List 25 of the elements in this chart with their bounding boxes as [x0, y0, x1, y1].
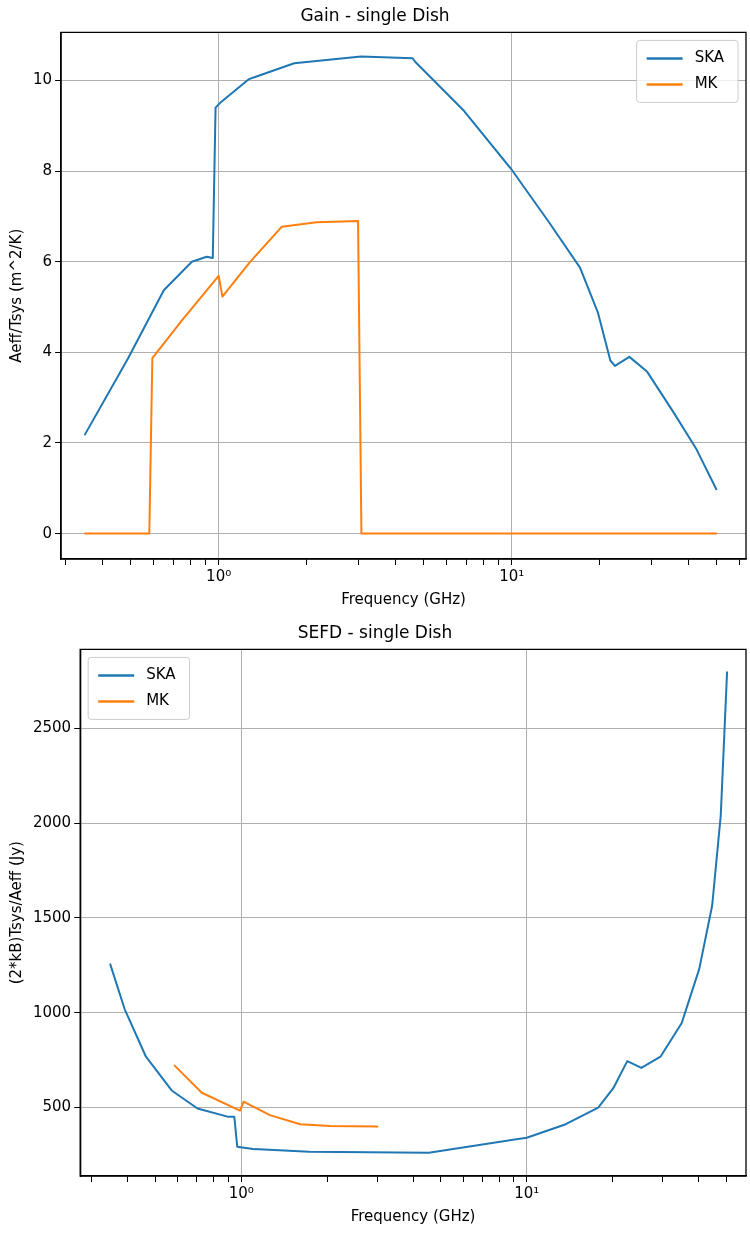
- x-tick-label: 10⁰: [228, 1183, 254, 1202]
- x-axis-title: Frequency (GHz): [350, 1206, 476, 1225]
- legend-label: SKA: [694, 48, 725, 67]
- legend-label: MK: [694, 74, 719, 93]
- chart-title: Gain - single Dish: [300, 4, 450, 25]
- x-axis-title: Frequency (GHz): [341, 589, 466, 608]
- y-tick-label: 2: [42, 432, 53, 451]
- y-tick-label: 2000: [32, 812, 72, 831]
- x-tick-label: 10⁰: [206, 566, 232, 585]
- y-axis-title: (2*kB)Tsys/Aeff (Jy): [6, 841, 25, 985]
- legend-label: SKA: [146, 665, 177, 684]
- y-tick-label: 6: [42, 251, 53, 270]
- y-tick-label: 2500: [32, 718, 72, 737]
- y-tick-label: 1000: [32, 1002, 72, 1021]
- y-tick-label: 10: [32, 70, 53, 89]
- y-axis-title: Aeff/Tsys (m^2/K): [6, 228, 25, 363]
- y-tick-label: 0: [42, 523, 53, 542]
- x-tick-label: 10¹: [499, 566, 525, 585]
- chart-title: SEFD - single Dish: [297, 621, 453, 642]
- x-tick-label: 10¹: [514, 1183, 540, 1202]
- y-tick-label: 8: [42, 160, 53, 179]
- y-tick-label: 4: [42, 342, 53, 361]
- legend-label: MK: [146, 691, 171, 710]
- y-tick-label: 1500: [32, 907, 72, 926]
- y-tick-label: 500: [42, 1097, 72, 1116]
